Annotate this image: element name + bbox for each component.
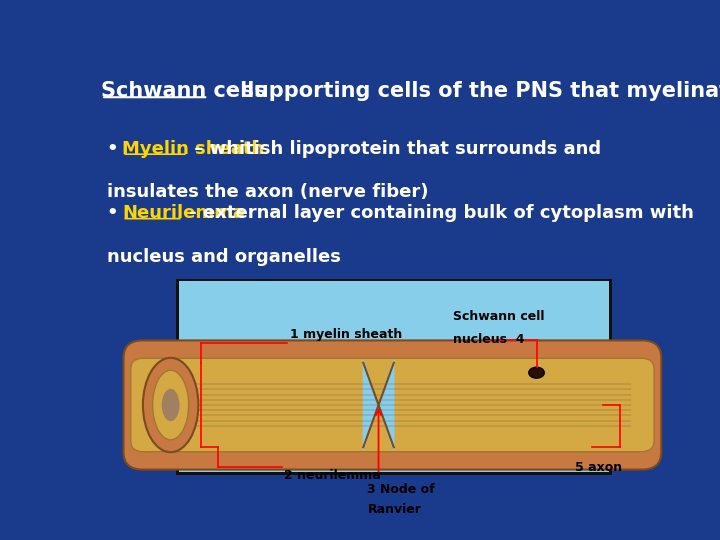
Text: 1 myelin sheath: 1 myelin sheath (290, 328, 402, 341)
Text: - supporting cells of the PNS that myelinate axons.: - supporting cells of the PNS that myeli… (211, 82, 720, 102)
Ellipse shape (162, 389, 179, 421)
Polygon shape (364, 360, 379, 450)
Ellipse shape (153, 370, 189, 440)
Text: Ranvier: Ranvier (367, 503, 421, 516)
Text: 5 axon: 5 axon (575, 461, 623, 474)
Text: 2 neurilemma: 2 neurilemma (284, 469, 381, 482)
Text: insulates the axon (nerve fiber): insulates the axon (nerve fiber) (107, 183, 428, 201)
Text: Schwann cell: Schwann cell (454, 309, 545, 322)
Text: Schwann cells: Schwann cells (101, 82, 267, 102)
Text: Neurilemma: Neurilemma (122, 204, 246, 222)
Text: nucleus  4: nucleus 4 (454, 333, 525, 346)
FancyBboxPatch shape (179, 281, 609, 472)
Text: - external layer containing bulk of cytoplasm with: - external layer containing bulk of cyto… (183, 204, 693, 222)
Text: •: • (107, 204, 118, 222)
FancyBboxPatch shape (131, 359, 654, 451)
Text: – whitish lipoprotein that surrounds and: – whitish lipoprotein that surrounds and (188, 140, 600, 158)
Ellipse shape (528, 367, 544, 378)
FancyBboxPatch shape (176, 279, 612, 475)
Text: nucleus and organelles: nucleus and organelles (107, 248, 341, 266)
Text: Myelin sheath: Myelin sheath (122, 140, 264, 158)
FancyBboxPatch shape (124, 340, 661, 470)
Ellipse shape (143, 358, 198, 452)
Polygon shape (379, 360, 394, 450)
Text: 3 Node of: 3 Node of (367, 483, 435, 496)
Text: •: • (107, 140, 118, 158)
